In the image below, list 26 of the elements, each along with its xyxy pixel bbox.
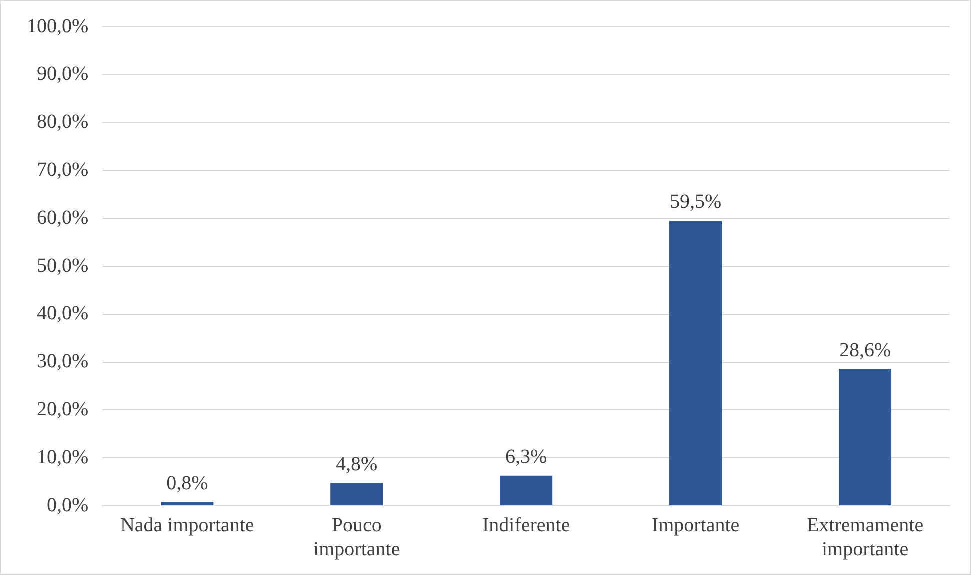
- y-tick-label: 40,0%: [36, 302, 89, 325]
- x-tick-label: Pouco importante: [314, 514, 400, 560]
- bar: [330, 483, 384, 506]
- data-label: 4,8%: [336, 453, 378, 476]
- x-tick-label: Extremamente importante: [806, 514, 924, 560]
- bar: [161, 502, 214, 506]
- y-tick-label: 100,0%: [26, 15, 89, 38]
- data-label: 28,6%: [839, 339, 892, 362]
- data-label: 6,3%: [505, 446, 548, 468]
- y-tick-label: 20,0%: [36, 398, 89, 420]
- y-tick-label: 70,0%: [36, 158, 89, 181]
- y-tick-label: 90,0%: [36, 63, 89, 86]
- bar: [670, 220, 722, 506]
- y-tick-label: 60,0%: [36, 206, 89, 229]
- data-label: 59,5%: [670, 191, 722, 214]
- bar: [500, 476, 553, 506]
- x-tick-label: Importante: [652, 514, 740, 536]
- data-label: 0,8%: [166, 472, 208, 494]
- y-tick-label: 10,0%: [36, 446, 89, 468]
- x-tick-label: Indiferente: [482, 514, 570, 536]
- y-tick-label: 50,0%: [36, 254, 89, 277]
- y-tick-label: 80,0%: [36, 111, 89, 134]
- x-tick-label: Nada importante: [120, 514, 254, 536]
- y-tick-label: 0,0%: [46, 494, 89, 516]
- y-tick-label: 30,0%: [36, 350, 89, 373]
- bar: [839, 369, 892, 506]
